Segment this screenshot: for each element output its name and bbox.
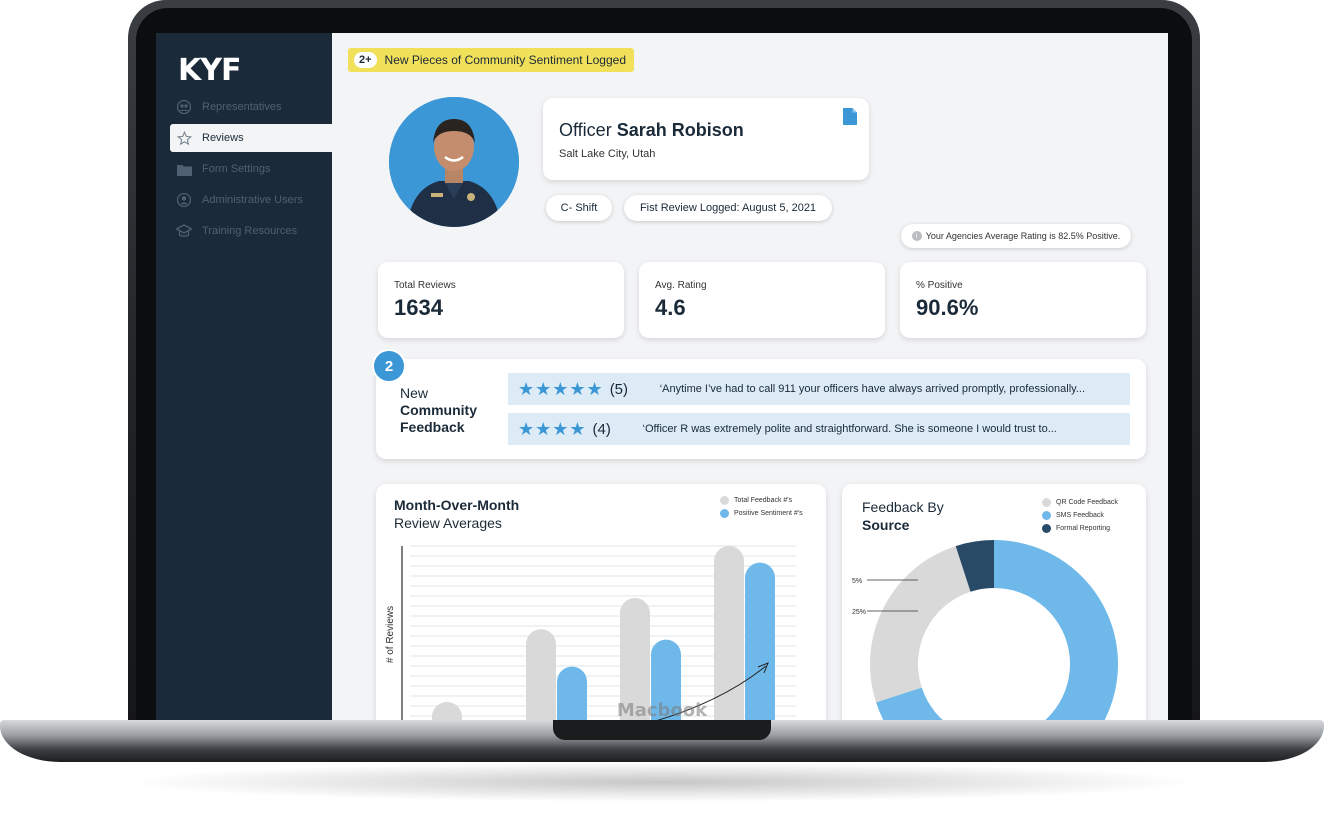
new-feedback-count-badge: 2	[372, 349, 406, 383]
sidebar: KYF Representatives Reviews Form Setting…	[156, 33, 332, 722]
banner-text: New Pieces of Community Sentiment Logged	[384, 53, 626, 67]
stat-value: 4.6	[655, 295, 686, 320]
month-over-month-chart-card: Month-Over-Month Review Averages Total F…	[376, 484, 826, 722]
laptop-shadow	[120, 762, 1204, 802]
feedback-by-source-card: Feedback By Source QR Code Feedback SMS …	[842, 484, 1146, 722]
new-community-feedback-card: New Community Feedback ★★★★★ (5) ‘Anytim…	[376, 359, 1146, 459]
star-rating-icon: ★★★★★	[518, 378, 604, 399]
feedback-title-line1: New	[400, 385, 429, 401]
bar-chart	[401, 545, 796, 722]
info-icon: i	[911, 231, 922, 241]
sidebar-item-label: Reviews	[202, 132, 244, 144]
donut-slice-qr-code-feedback	[870, 546, 971, 703]
percent-label: 5%	[852, 578, 862, 585]
user-icon	[176, 192, 192, 208]
device-brand-mark: Macbook	[616, 700, 708, 721]
graduation-cap-icon	[176, 223, 192, 239]
chart-legend: QR Code Feedback SMS Feedback Formal Rep…	[1042, 498, 1118, 533]
bar-total	[526, 629, 556, 722]
new-sentiment-banner[interactable]: 2+ New Pieces of Community Sentiment Log…	[348, 48, 634, 72]
feedback-quote: ‘Officer R was extremely polite and stra…	[642, 423, 1057, 435]
first-review-chip: Fist Review Logged: August 5, 2021	[624, 195, 832, 221]
stat-label: Total Reviews	[394, 280, 456, 291]
stat-total-reviews: Total Reviews 1634	[378, 262, 624, 338]
stat-label: Avg. Rating	[655, 280, 707, 291]
bar-positive	[651, 639, 681, 722]
officer-full-name: Sarah Robison	[616, 120, 744, 140]
sidebar-item-form-settings[interactable]: Form Settings	[170, 155, 332, 183]
shift-chip: C- Shift	[546, 195, 612, 221]
trend-arrow-icon	[757, 662, 769, 674]
officer-name: Officer Sarah Robison	[559, 120, 744, 141]
stat-label: % Positive	[916, 280, 963, 291]
legend-label: SMS Feedback	[1056, 512, 1104, 519]
sidebar-item-label: Training Resources	[202, 225, 297, 237]
sidebar-item-reviews[interactable]: Reviews	[170, 124, 332, 152]
bar-positive	[557, 666, 587, 722]
officer-photo-icon	[389, 97, 519, 227]
star-rating-icon: ★★★★	[518, 418, 587, 439]
legend-item: SMS Feedback	[1042, 511, 1118, 520]
feedback-rating-count: (5)	[609, 380, 629, 398]
kyf-logo: KYF	[178, 53, 241, 88]
bar-total	[714, 546, 744, 722]
laptop-notch	[553, 720, 771, 740]
chart-title: Feedback By	[862, 499, 944, 515]
legend-label: Positive Sentiment #'s	[734, 510, 803, 517]
percent-label: 25%	[852, 609, 866, 616]
legend-swatch	[720, 509, 729, 518]
chart-subtitle: Review Averages	[394, 515, 502, 531]
feedback-title-line3: Feedback	[400, 419, 465, 435]
sidebar-item-administrative-users[interactable]: Administrative Users	[170, 186, 332, 214]
legend-swatch	[1042, 524, 1051, 533]
chart-legend: Total Feedback #'s Positive Sentiment #'…	[720, 496, 803, 518]
trend-line	[650, 665, 767, 722]
legend-swatch	[1042, 498, 1051, 507]
legend-label: Total Feedback #'s	[734, 497, 793, 504]
legend-item: Total Feedback #'s	[720, 496, 803, 505]
legend-item: Positive Sentiment #'s	[720, 509, 803, 518]
stat-avg-rating: Avg. Rating 4.6	[639, 262, 885, 338]
officer-title: Officer	[559, 120, 612, 140]
star-icon	[176, 130, 192, 146]
document-icon[interactable]	[843, 108, 857, 130]
feedback-rating-count: (4)	[592, 420, 611, 438]
donut-chart: 5%25%70%	[852, 540, 1118, 722]
bar-total	[432, 702, 462, 722]
chart-title: Month-Over-Month	[394, 497, 520, 513]
folder-icon	[176, 161, 192, 177]
sidebar-item-label: Administrative Users	[202, 194, 303, 206]
legend-swatch	[1042, 511, 1051, 520]
bar-positive	[745, 562, 775, 722]
feedback-title-line2: Community	[400, 402, 477, 418]
legend-item: Formal Reporting	[1042, 524, 1118, 533]
officer-name-card: Officer Sarah Robison Salt Lake City, Ut…	[543, 98, 869, 180]
sidebar-item-representatives[interactable]: Representatives	[170, 93, 332, 121]
legend-label: Formal Reporting	[1056, 525, 1111, 532]
people-icon	[176, 99, 192, 115]
agency-average-text: Your Agencies Average Rating is 82.5% Po…	[925, 231, 1121, 241]
donut-slice-sms-feedback	[876, 540, 1118, 722]
new-count-pill: 2+	[354, 52, 377, 68]
legend-swatch	[720, 496, 729, 505]
legend-label: QR Code Feedback	[1056, 499, 1118, 506]
sidebar-item-training-resources[interactable]: Training Resources	[170, 217, 332, 245]
sidebar-item-label: Representatives	[202, 101, 282, 113]
feedback-item[interactable]: ★★★★ (4) ‘Officer R was extremely polite…	[508, 413, 1130, 445]
donut-slice-formal-reporting	[955, 540, 994, 592]
app-screen: KYF Representatives Reviews Form Setting…	[156, 33, 1168, 722]
agency-average-note: i Your Agencies Average Rating is 82.5% …	[901, 224, 1131, 248]
feedback-quote: ‘Anytime I’ve had to call 911 your offic…	[659, 383, 1086, 395]
stat-percent-positive: % Positive 90.6%	[900, 262, 1146, 338]
legend-item: QR Code Feedback	[1042, 498, 1118, 507]
stat-value: 90.6%	[916, 295, 979, 320]
stat-value: 1634	[394, 295, 443, 320]
bar-total	[620, 598, 650, 722]
chart-subtitle: Source	[862, 517, 910, 533]
sidebar-item-label: Form Settings	[202, 163, 271, 175]
feedback-item[interactable]: ★★★★★ (5) ‘Anytime I’ve had to call 911 …	[508, 373, 1130, 405]
officer-avatar	[389, 97, 519, 227]
officer-location: Salt Lake City, Utah	[559, 148, 656, 160]
